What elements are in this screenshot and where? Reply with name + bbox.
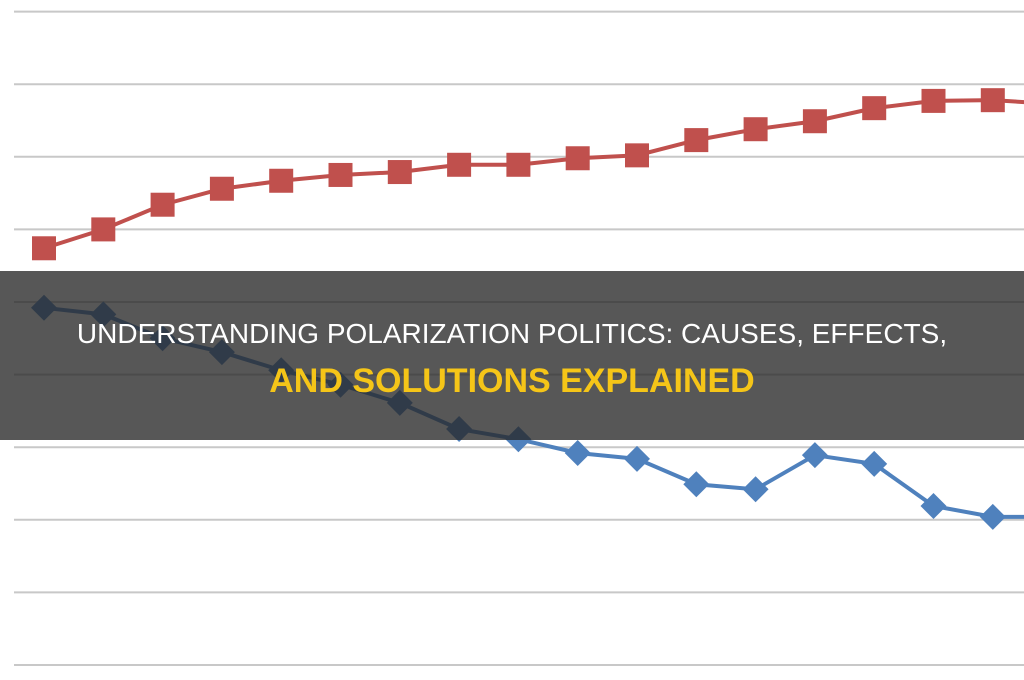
data-point-square <box>980 88 1005 113</box>
data-point-square <box>743 117 768 142</box>
data-point-diamond <box>801 442 828 469</box>
data-point-diamond <box>920 493 947 520</box>
data-point-square <box>565 146 590 171</box>
data-point-square <box>447 152 472 177</box>
data-point-square <box>684 128 709 153</box>
data-point-square <box>387 160 412 185</box>
data-point-diamond <box>624 445 650 472</box>
data-point-square <box>625 143 649 168</box>
data-point-diamond <box>564 440 591 467</box>
data-point-diamond <box>683 471 710 498</box>
data-point-square <box>506 152 531 177</box>
data-point-square <box>209 176 234 201</box>
title-banner <box>0 271 1024 440</box>
data-point-square <box>862 96 887 121</box>
data-point-square <box>269 168 294 193</box>
data-point-square <box>802 109 827 134</box>
data-point-square <box>328 162 353 187</box>
data-point-diamond <box>861 450 888 477</box>
data-point-diamond <box>742 476 769 503</box>
data-point-square <box>32 236 56 261</box>
data-point-square <box>150 192 175 217</box>
data-point-diamond <box>979 503 1006 530</box>
data-point-square <box>921 88 946 113</box>
data-point-square <box>91 217 116 242</box>
title-line-2: AND SOLUTIONS EXPLAINED <box>269 362 755 400</box>
series-line-1 <box>43 98 1024 251</box>
title-line-1: UNDERSTANDING POLARIZATION POLITICS: CAU… <box>76 318 948 349</box>
